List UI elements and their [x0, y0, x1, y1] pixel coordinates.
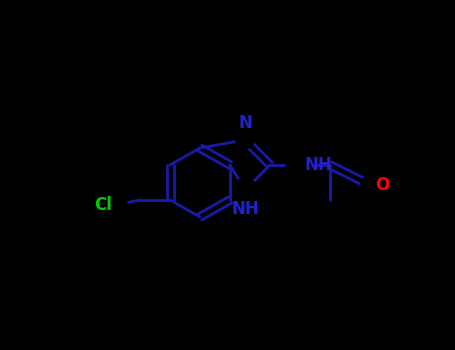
Text: Cl: Cl [94, 196, 112, 214]
Text: NH: NH [231, 200, 259, 218]
Circle shape [361, 176, 379, 194]
Circle shape [236, 131, 254, 149]
Circle shape [103, 193, 127, 217]
Text: O: O [375, 176, 389, 194]
Circle shape [286, 151, 314, 179]
Circle shape [233, 178, 257, 202]
Text: NH: NH [305, 156, 333, 174]
Text: N: N [238, 114, 252, 132]
